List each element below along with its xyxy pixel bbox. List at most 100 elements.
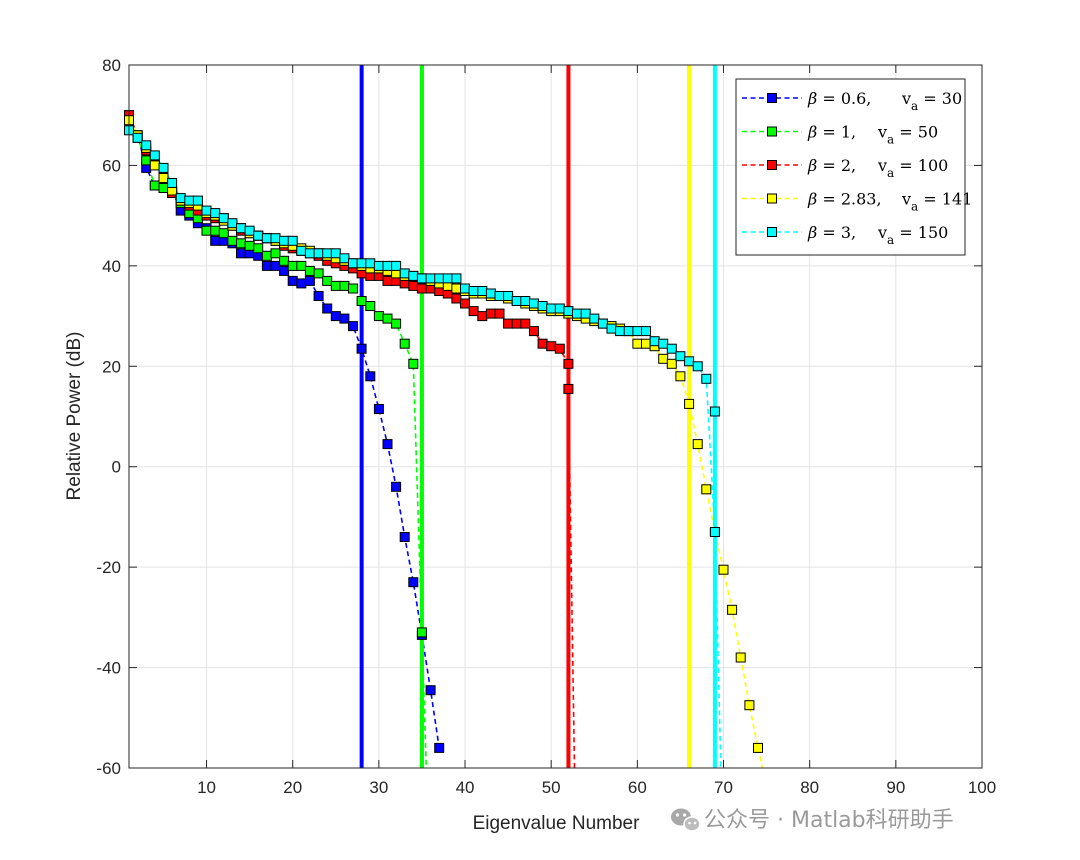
data-point-series-2 [382, 313, 393, 324]
legend-entry-2[interactable]: β = 1, va = 50 [742, 123, 938, 147]
data-point-series-2 [339, 280, 350, 291]
legend-label-greek: β [807, 223, 817, 242]
data-point-series-2 [253, 243, 264, 254]
data-point-series-3 [511, 318, 522, 329]
data-point-series-5 [537, 301, 548, 311]
data-point-series-5 [313, 248, 324, 259]
data-point-series-2 [149, 180, 160, 191]
data-point-series-5 [684, 356, 695, 367]
data-point-series-5 [442, 273, 453, 284]
data-point-series-1 [399, 532, 410, 542]
wechat-icon [671, 808, 701, 832]
data-point-series-1 [304, 275, 315, 286]
data-point-series-1 [296, 278, 307, 289]
legend-label-greek: β [807, 89, 817, 108]
legend-entry-1[interactable]: β = 0.6, va = 30 [742, 89, 962, 113]
data-point-series-5 [520, 296, 531, 306]
data-point-series-5 [451, 273, 462, 284]
data-point-series-3 [503, 318, 514, 329]
data-point-series-5 [468, 286, 479, 296]
data-point-series-5 [416, 273, 427, 284]
data-point-series-5 [529, 298, 539, 309]
data-point-series-5 [709, 406, 720, 417]
y-tick-label: 80 [102, 56, 121, 75]
data-point-series-1 [236, 248, 246, 259]
data-point-series-4 [641, 338, 651, 349]
legend-label-sub: a [887, 133, 894, 147]
x-tick-label: 70 [714, 778, 733, 797]
legend-entry-3[interactable]: β = 2, va = 100 [742, 156, 948, 180]
data-point-series-5 [356, 258, 367, 269]
data-point-series-5 [339, 253, 350, 264]
data-point-series-5 [563, 306, 574, 317]
data-point-series-5 [167, 178, 178, 188]
data-point-series-2 [356, 296, 367, 306]
data-point-series-5 [149, 150, 160, 161]
data-point-series-4 [666, 358, 677, 369]
data-point-series-5 [666, 343, 677, 354]
legend-label-va: = 141 [918, 190, 972, 209]
data-point-series-4 [692, 439, 703, 450]
y-tick-label: -20 [96, 558, 121, 577]
data-point-series-5 [511, 296, 522, 306]
data-point-series-2 [227, 235, 238, 246]
data-point-series-3 [520, 318, 531, 329]
legend-label-greek: β [807, 156, 817, 175]
data-point-series-5 [580, 308, 591, 319]
legend-label-greek: β [807, 190, 817, 209]
data-point-series-2 [261, 250, 272, 261]
x-tick-label: 30 [369, 778, 388, 797]
x-axis-label: Eigenvalue Number [473, 813, 641, 834]
legend-label-beta: = 1, [817, 123, 856, 142]
data-point-series-1 [287, 275, 298, 286]
data-point-series-5 [132, 132, 143, 143]
series-trail-2 [421, 632, 428, 769]
data-point-series-5 [201, 205, 212, 216]
data-point-series-2 [244, 240, 255, 251]
data-point-series-4 [658, 353, 669, 364]
data-point-series-5 [382, 260, 393, 271]
data-point-series-5 [391, 260, 402, 271]
data-point-series-5 [373, 260, 384, 271]
watermark-text: 公众号 · Matlab科研助手 [704, 808, 954, 833]
axes-frame [128, 64, 983, 769]
x-tick-label: 10 [197, 778, 216, 797]
data-point-series-2 [304, 265, 315, 276]
y-tick-label: 40 [102, 257, 121, 276]
legend-label-sub: a [911, 200, 918, 214]
data-point-series-5 [615, 326, 626, 337]
y-tick-label: 20 [102, 357, 121, 376]
legend-label: β = 3, va = 150 [807, 223, 948, 247]
data-point-series-3 [451, 293, 462, 304]
data-point-series-5 [606, 323, 617, 334]
data-point-series-4 [744, 700, 755, 711]
series-trail-5 [714, 531, 722, 769]
data-point-series-5 [192, 195, 203, 206]
data-point-series-2 [408, 358, 419, 369]
data-point-series-2 [201, 225, 212, 236]
data-point-series-5 [244, 225, 255, 236]
legend[interactable]: β = 0.6, va = 30β = 1, va = 50β = 2, va = 1… [735, 78, 972, 256]
data-point-series-2 [236, 238, 246, 249]
data-point-series-4 [735, 652, 746, 663]
data-point-series-5 [658, 338, 669, 349]
data-point-series-2 [296, 260, 307, 271]
data-point-series-3 [468, 306, 479, 317]
data-point-series-2 [287, 260, 298, 271]
data-point-series-3 [546, 341, 557, 352]
legend-label-v: v [877, 123, 887, 142]
data-point-series-1 [373, 404, 384, 414]
data-point-series-1 [330, 311, 341, 322]
legend-label-beta: = 2, [817, 156, 856, 175]
legend-marker-sample [767, 93, 777, 103]
y-tick-label: -40 [96, 659, 121, 678]
legend-entry-4[interactable]: β = 2.83, va = 141 [742, 190, 972, 214]
data-point-series-1 [279, 265, 290, 276]
data-point-series-1 [322, 303, 333, 314]
x-tick-label: 50 [542, 778, 561, 797]
legend-entry-5[interactable]: β = 3, va = 150 [742, 223, 948, 247]
data-point-series-3 [382, 275, 393, 286]
legend-label-v: v [877, 156, 887, 175]
data-point-series-5 [692, 361, 703, 372]
data-point-series-2 [218, 228, 229, 239]
